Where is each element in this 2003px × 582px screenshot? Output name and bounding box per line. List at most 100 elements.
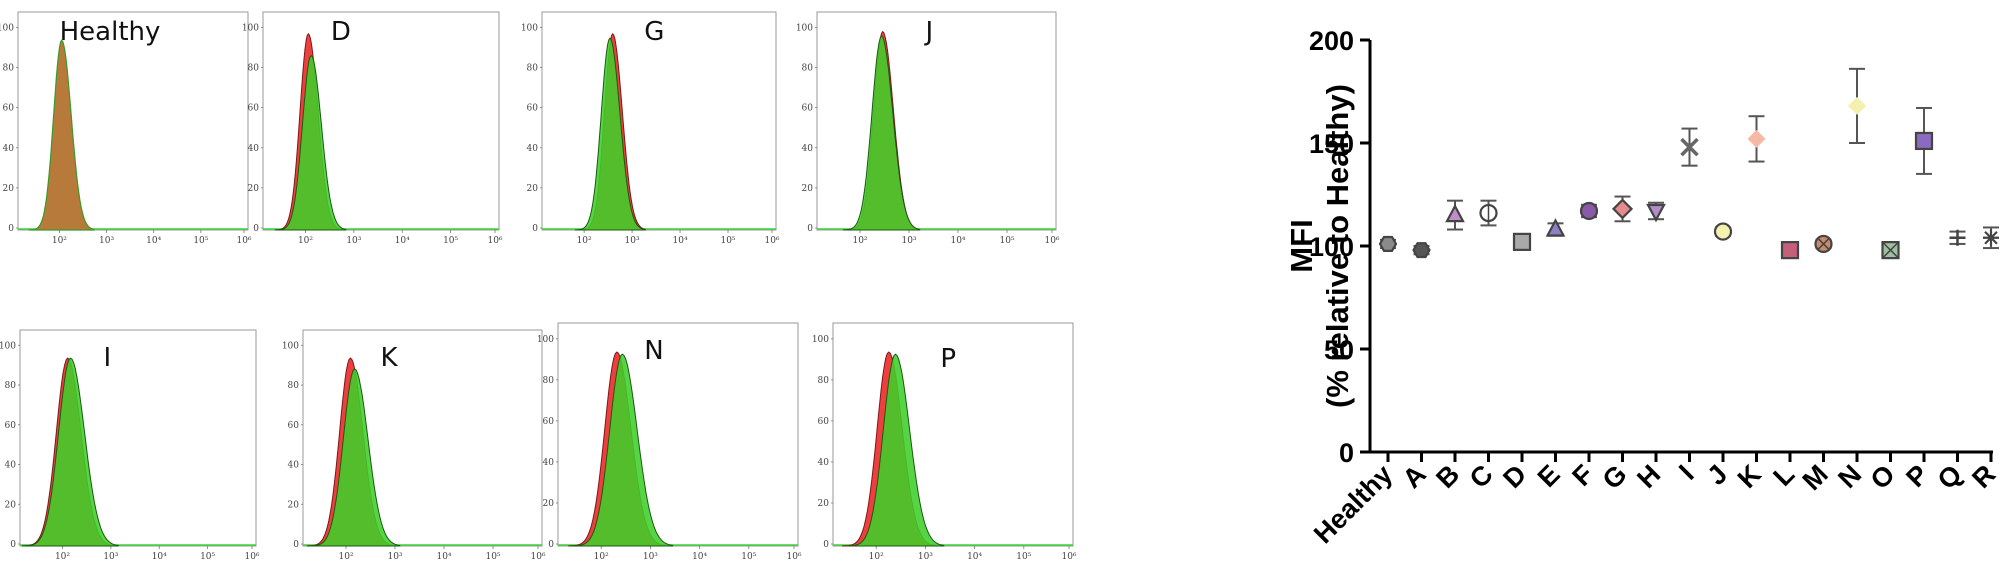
x-tick-label: 10⁵ (193, 236, 208, 246)
y-axis-title-line2: (% relative to Healthy) (1320, 84, 1355, 408)
x-tick-label: 10⁴ (152, 552, 167, 562)
x-category-label: N (1832, 459, 1867, 494)
data-point-e (1545, 218, 1566, 237)
y-tick-label: 100 (537, 335, 554, 345)
overlay-histogram-peak (28, 39, 95, 231)
x-tick-label: 10⁴ (692, 552, 707, 562)
y-tick-label: 0 (293, 540, 299, 550)
x-tick-label: 10³ (99, 236, 114, 246)
y-tick-label: 0 (10, 540, 16, 550)
histogram-panel-healthy: 0 20 40 60 80 100 10² 10³ 10⁴ 10⁵ 10⁶ Healthy (0, 11, 252, 246)
x-category-label: B (1430, 459, 1465, 494)
x-tick-label: 10² (298, 236, 313, 246)
data-point-i (1680, 127, 1699, 167)
panel-title: Healthy (60, 17, 161, 47)
x-tick-label: 10⁶ (786, 552, 801, 562)
y-tick-label: 60 (248, 104, 260, 114)
data-point-c (1479, 199, 1498, 227)
y-tick-label: 60 (5, 421, 17, 431)
x-tick-label: 10⁴ (673, 236, 688, 246)
marker-circle (1579, 201, 1599, 221)
y-tick-label: 60 (802, 104, 814, 114)
x-tick-label: 10⁵ (741, 552, 756, 562)
marker-triangle (1545, 218, 1566, 237)
marker-diamond (1611, 198, 1634, 220)
sample-histogram-peak (22, 357, 119, 547)
x-tick-label: 10³ (625, 236, 640, 246)
marker-triangle-down (1646, 203, 1666, 223)
x-tick-label: 10³ (901, 236, 916, 246)
x-tick-label: 10³ (918, 552, 933, 562)
x-category-label: H (1631, 459, 1666, 494)
x-tick-label: 10⁵ (485, 552, 500, 562)
x-category-label: I (1673, 459, 1700, 486)
y-tick-label: 20 (248, 184, 260, 194)
panel-frame (262, 11, 500, 231)
x-tick-label: 10⁵ (443, 236, 458, 246)
histogram-panel-k: 0 20 40 60 80 100 10² 10³ 10⁴ 10⁵ 10⁶ K (282, 329, 546, 562)
y-tick-label: 60 (288, 421, 300, 431)
histogram-panel-g: 0 20 40 60 80 100 10² 10³ 10⁴ 10⁵ 10⁶ G (521, 11, 780, 246)
x-category-label: G (1597, 459, 1633, 495)
y-tick-label: 0 (1339, 438, 1354, 468)
histogram-panel-i: 0 20 40 60 80 100 10² 10³ 10⁴ 10⁵ 10⁶ I (0, 329, 260, 562)
x-tick-label: 10⁵ (720, 236, 735, 246)
y-tick-label: 100 (0, 23, 14, 33)
y-tick-label: 0 (548, 540, 554, 550)
y-tick-label: 60 (818, 417, 830, 427)
x-category-label: E (1532, 459, 1566, 493)
x-tick-label: 10² (869, 552, 884, 562)
y-tick-label: 40 (527, 144, 539, 154)
x-category-label: Healthy (1308, 459, 1398, 549)
y-tick-label: 150 (1309, 129, 1354, 159)
y-tick-label: 20 (5, 500, 17, 510)
marker-plus (1949, 229, 1966, 246)
x-tick-label: 10⁴ (950, 236, 965, 246)
sample-histogram-peak (276, 54, 347, 231)
x-tick-label: 10⁶ (1044, 236, 1059, 246)
y-tick-label: 80 (5, 381, 17, 391)
sample-histogram-peak (571, 353, 674, 547)
x-tick-label: 10³ (103, 552, 118, 562)
marker-diamond (1747, 129, 1766, 148)
x-tick-label: 10⁶ (236, 236, 251, 246)
y-tick-label: 40 (802, 144, 814, 154)
marker-triangle (1445, 203, 1465, 223)
panel-title: N (644, 336, 663, 366)
data-point-b (1445, 199, 1465, 231)
data-point-g (1611, 195, 1634, 223)
data-point-q (1949, 229, 1966, 246)
y-tick-label: 0 (253, 224, 259, 234)
marker-diamond (1848, 96, 1866, 115)
y-tick-label: 80 (288, 381, 300, 391)
y-tick-label: 20 (527, 184, 539, 194)
y-tick-label: 100 (1309, 232, 1354, 262)
x-tick-label: 10⁴ (436, 552, 451, 562)
panel-frame (19, 329, 257, 547)
data-point-o (1881, 241, 1900, 260)
y-tick-label: 100 (282, 341, 299, 351)
panel-title: G (644, 17, 664, 47)
panel-frame (17, 11, 249, 231)
y-tick-label: 80 (527, 64, 539, 74)
panel-frame (302, 329, 543, 547)
y-tick-label: 40 (3, 144, 15, 154)
marker-circle (1713, 222, 1733, 241)
x-tick-label: 10⁵ (200, 552, 215, 562)
panel-frame (816, 11, 1057, 231)
panel-title: D (331, 17, 351, 47)
y-tick-label: 100 (812, 335, 829, 345)
y-tick-label: 20 (802, 184, 814, 194)
x-tick-label: 10⁴ (967, 552, 982, 562)
x-tick-label: 10³ (643, 552, 658, 562)
marker-x (1680, 137, 1699, 157)
y-tick-label: 40 (818, 458, 830, 468)
y-tick-label: 20 (288, 500, 300, 510)
sample-histogram-peak (842, 35, 921, 231)
y-tick-label: 100 (0, 341, 16, 351)
x-category-label: O (1865, 459, 1901, 495)
data-point-d (1512, 232, 1532, 251)
x-tick-label: 10⁵ (1016, 552, 1031, 562)
marker-square (1512, 232, 1532, 251)
